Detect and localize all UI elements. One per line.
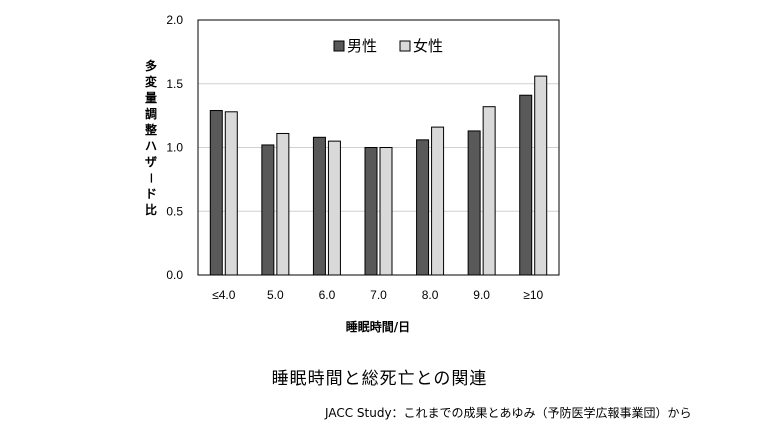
y-axis-label-char: ド	[145, 187, 157, 201]
bar-male	[261, 144, 275, 276]
y-axis-label-char: 調	[145, 106, 157, 121]
plot-frame	[197, 19, 560, 276]
y-axis-label-char: ハ	[145, 139, 157, 153]
x-tick-label: 7.0	[370, 288, 387, 302]
x-tick-label: ≥10	[523, 288, 543, 302]
legend-label: 女性	[413, 37, 443, 55]
y-tick-label: 1.0	[166, 141, 183, 155]
source-credit: JACC Study：これまでの成果とあゆみ（予防医学広報事業団）から	[325, 406, 692, 420]
bar-female	[224, 111, 238, 276]
bar-female	[327, 140, 341, 276]
bar-male	[519, 94, 533, 276]
bar-male	[467, 130, 481, 276]
x-tick-label: 5.0	[267, 288, 284, 302]
bars	[209, 75, 548, 276]
y-tick-label: 0.0	[166, 268, 183, 282]
y-tick-label: 1.5	[166, 77, 183, 91]
y-axis-label-char: 整	[144, 122, 157, 137]
y-axis-label-char: 変	[145, 74, 158, 89]
y-axis-label-char: ザ	[145, 155, 157, 169]
bar-female	[482, 106, 496, 276]
y-axis-label-char: 量	[145, 91, 157, 105]
legend-swatch	[333, 40, 345, 52]
bar-male	[312, 136, 326, 276]
y-tick-label: 0.5	[166, 204, 183, 218]
legend-label: 男性	[347, 37, 377, 55]
x-tick-label: 6.0	[319, 288, 336, 302]
y-tick-label: 2.0	[166, 13, 183, 27]
bar-female	[276, 132, 290, 276]
figure-caption: 睡眠時間と総死亡との関連	[271, 369, 488, 389]
bar-female	[379, 147, 393, 276]
x-tick-label: 9.0	[473, 288, 490, 302]
gridlines	[198, 83, 559, 212]
y-axis-ticks: 0.0 0.5 1.0 1.5 2.0	[166, 13, 183, 282]
bar-female	[534, 75, 548, 276]
x-tick-label: 8.0	[422, 288, 439, 302]
y-axis-label-char: 多	[145, 58, 157, 73]
legend: 男性 女性	[333, 37, 443, 55]
bar-male	[209, 110, 223, 276]
legend-swatch	[399, 40, 411, 52]
bar-male	[416, 139, 430, 276]
x-axis-label: 睡眠時間/日	[346, 319, 410, 334]
y-axis-label-char: 比	[145, 202, 157, 217]
bar-male	[364, 147, 378, 276]
x-tick-label: ≤4.0	[212, 288, 236, 302]
y-axis-label-char: －	[144, 172, 158, 184]
x-axis-ticks: ≤4.0 5.0 6.0 7.0 8.0 9.0 ≥10	[212, 288, 543, 302]
bar-female	[431, 126, 445, 276]
